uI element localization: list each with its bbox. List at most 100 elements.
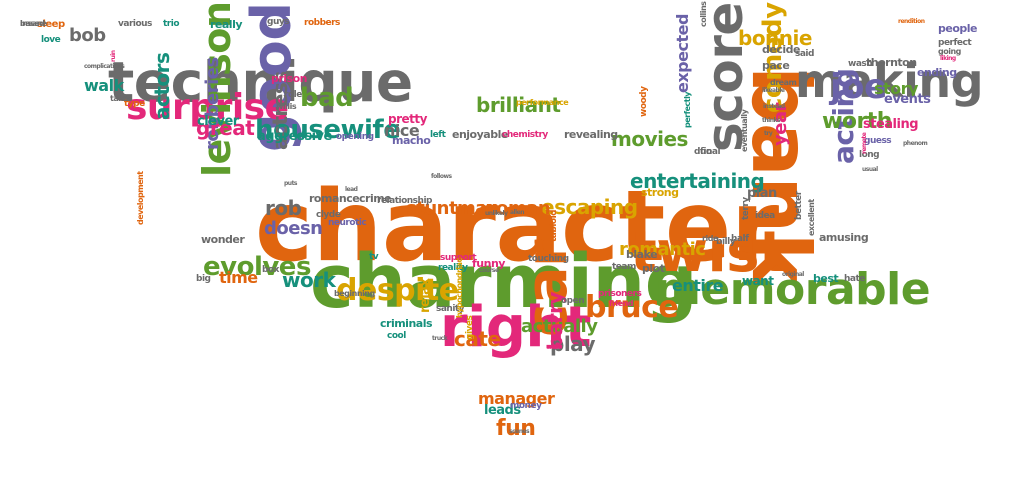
word-idea: idea xyxy=(755,211,775,221)
word-phenom: phenom xyxy=(903,140,928,147)
word-charming: charming xyxy=(310,239,698,325)
word-work: work xyxy=(282,268,336,292)
word-final: final xyxy=(700,147,721,157)
word-romance: romance xyxy=(309,192,360,205)
word-wonder: wonder xyxy=(201,233,245,246)
word-clever: clever xyxy=(197,114,239,129)
word-excellent: excellent xyxy=(807,199,816,236)
word-woody: woody xyxy=(639,86,649,118)
word-rendition: rendition xyxy=(898,18,925,25)
word-half: half xyxy=(731,234,749,244)
word-terry: terry xyxy=(741,197,751,220)
word-bad: bad xyxy=(300,83,354,113)
word-decide: decide xyxy=(762,43,800,56)
word-course: course xyxy=(479,267,499,274)
word-events: events xyxy=(884,92,931,107)
word-hate: hate xyxy=(844,274,865,284)
word-likeable: likeable xyxy=(762,87,785,94)
word-money: money xyxy=(510,401,542,411)
word-making: making xyxy=(795,54,984,108)
word-collins: collins xyxy=(699,2,708,28)
word-various: various xyxy=(118,19,152,29)
word-sanity: sanity xyxy=(436,304,465,314)
word-entire: entire xyxy=(672,276,724,295)
word-relax: relax xyxy=(418,278,433,313)
word-stealing: stealing xyxy=(863,117,919,132)
word-pretty: pretty xyxy=(388,112,427,126)
word-beginning: beginning xyxy=(334,289,375,298)
word-chemistry: chemistry xyxy=(502,130,548,140)
word-comedy: comedy xyxy=(758,2,788,113)
word-lead: lead xyxy=(345,186,358,193)
word-role: role xyxy=(284,90,302,100)
word-amusing: amusing xyxy=(819,231,869,244)
word-twist: twist xyxy=(630,220,786,285)
word-neurotic: neurotic xyxy=(328,218,367,228)
word-sleep: sleep xyxy=(37,19,65,30)
word-actually: actually xyxy=(521,316,598,337)
word-stuntman: stuntman xyxy=(406,198,500,219)
word-type: type xyxy=(124,99,145,109)
word-left: left xyxy=(430,130,446,140)
word-macho: macho xyxy=(392,134,431,147)
word-said: said xyxy=(795,49,814,59)
word-duo: duo xyxy=(694,147,712,157)
word-surprise: surprise xyxy=(126,87,289,128)
word-entertaining: entertaining xyxy=(630,169,765,193)
word-nice: nice xyxy=(384,121,420,140)
word-box: box xyxy=(262,265,279,275)
word-crime: crime xyxy=(359,192,392,205)
word-brilliant: brilliant xyxy=(476,93,561,117)
word-great: great xyxy=(196,116,255,140)
word-pace: pace xyxy=(762,59,790,72)
word-hypochondriac: hypochondriac xyxy=(455,258,464,318)
word-friend: friend xyxy=(609,299,634,308)
word-perfect: perfect xyxy=(938,38,972,48)
word-cate: cate xyxy=(454,327,501,351)
word-gives: gives xyxy=(465,315,475,340)
word-follows: follows xyxy=(431,173,452,180)
word-open: open xyxy=(561,296,585,306)
word-development: development xyxy=(136,171,145,225)
word-worth: worth xyxy=(822,109,892,134)
word-big: big xyxy=(196,274,211,284)
word-clyde: clyde xyxy=(316,210,341,220)
word-ending: ending xyxy=(917,66,957,79)
word-best: best xyxy=(813,272,839,285)
word-want: want xyxy=(742,274,774,288)
word-memorable: memorable xyxy=(655,264,931,315)
word-technique: technique xyxy=(108,50,413,114)
word-insane: insane xyxy=(20,19,47,28)
word-revealing: revealing xyxy=(564,128,618,141)
word-puts: puts xyxy=(284,180,298,187)
word-perfectly: perfectly xyxy=(683,91,692,128)
word-relationship: relationship xyxy=(377,196,432,206)
word-leads: leads xyxy=(484,403,521,418)
word-thinks: thinks xyxy=(762,117,781,124)
word-original: original xyxy=(782,271,804,278)
word-walk: walk xyxy=(84,76,124,95)
word-truck: truck xyxy=(432,335,448,342)
word-cool: cool xyxy=(387,331,406,341)
word-remote: remote xyxy=(861,132,868,154)
word-complications: complications xyxy=(84,63,125,70)
word-manager: manager xyxy=(478,389,555,408)
word-play: play xyxy=(550,332,596,356)
word-reality: reality xyxy=(438,263,468,273)
word-housewife: housewife xyxy=(255,115,401,145)
word-touching: touching xyxy=(528,254,569,264)
word-enjoyable: enjoyable xyxy=(452,128,508,141)
word-thornton: thornton xyxy=(866,56,917,69)
word-tv: tv xyxy=(369,252,379,262)
word-willis: willis xyxy=(276,102,297,111)
word-billy: billy xyxy=(716,237,736,247)
word-instead: instead xyxy=(763,103,785,110)
word-eventually: eventually xyxy=(740,109,749,152)
word-romantic: romantic xyxy=(619,239,706,260)
word-despite: despite xyxy=(336,273,459,308)
word-based: based xyxy=(20,19,45,28)
word-robbers: robbers xyxy=(304,18,340,28)
word-going: going xyxy=(938,47,961,56)
word-allen: allen xyxy=(510,209,525,216)
